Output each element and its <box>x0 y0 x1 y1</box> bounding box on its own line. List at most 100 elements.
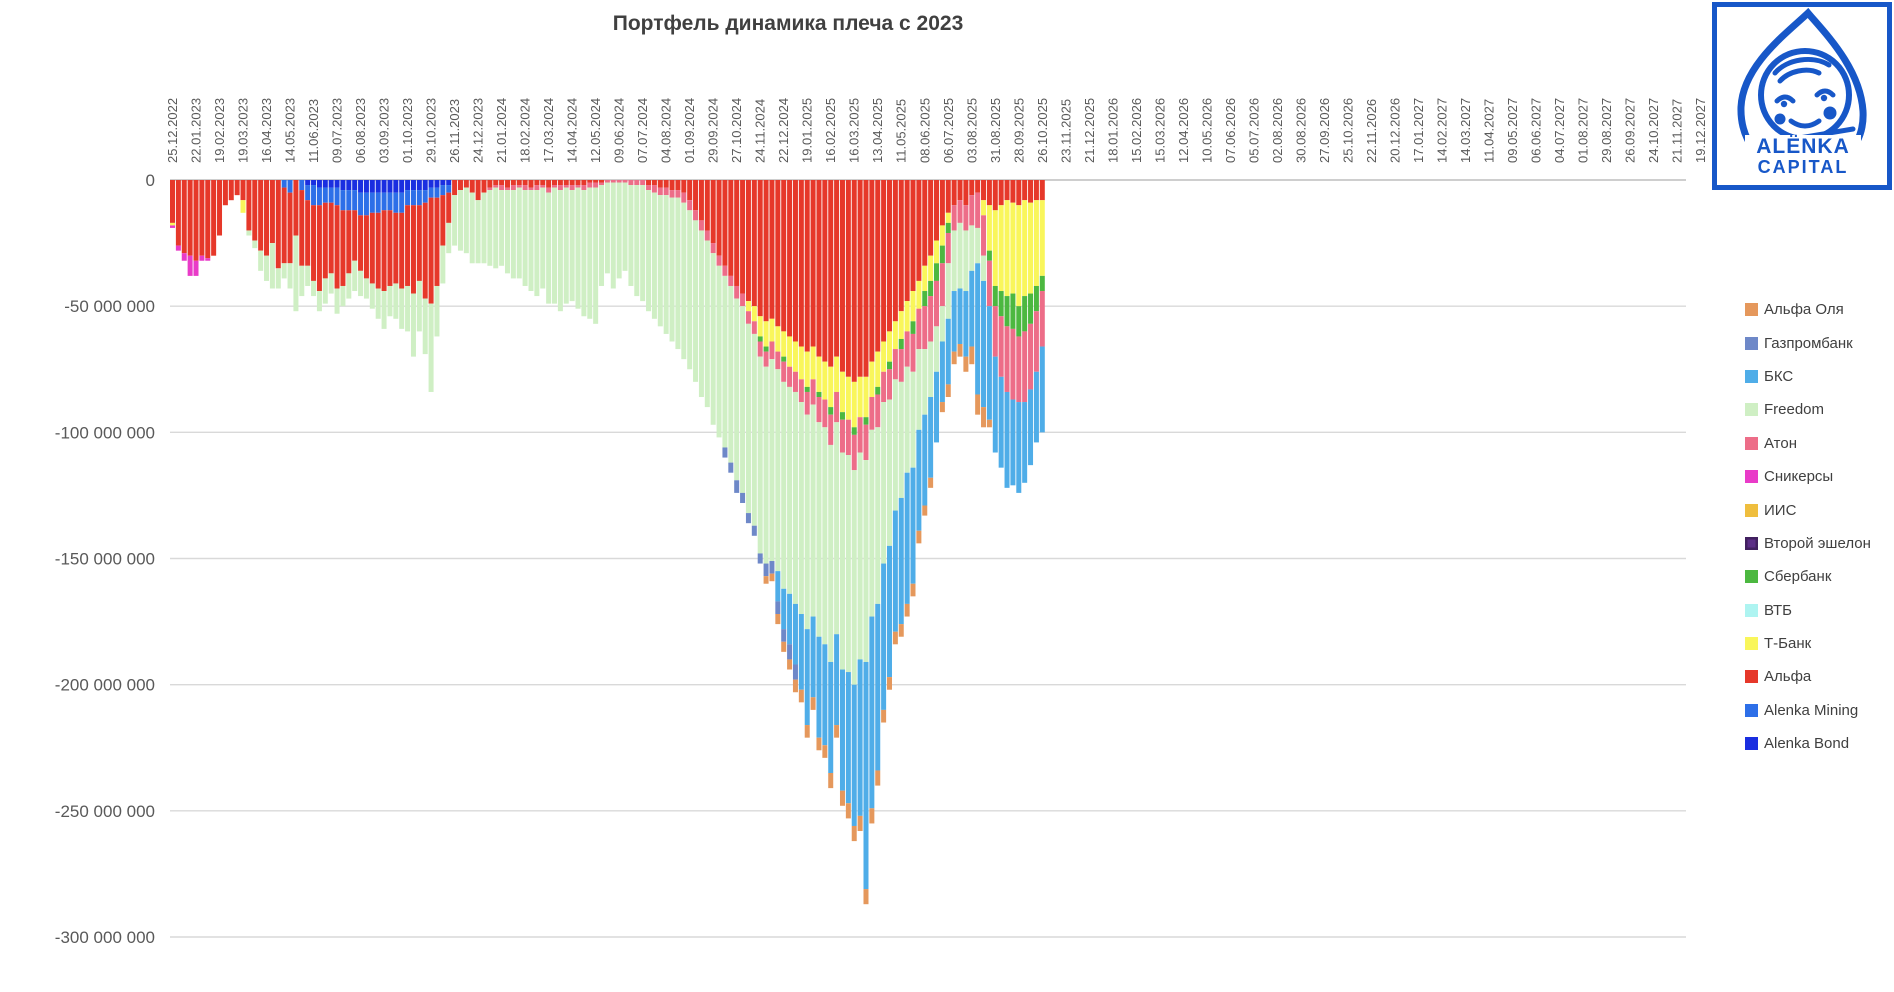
bar-segment-Альфа <box>387 210 393 286</box>
bar-segment-Альфа Оля <box>898 624 904 637</box>
bar-segment-Альфа <box>170 180 175 223</box>
bar-segment-Т-Банк <box>781 331 787 357</box>
x-tick-label: 18.01.2026 <box>1105 98 1120 163</box>
x-tick-label: 01.08.2027 <box>1575 98 1590 163</box>
legend-label: Газпромбанк <box>1764 334 1853 352</box>
bar-segment-Сбербанк <box>992 285 998 307</box>
bar-segment-Alenka Bond <box>381 180 387 193</box>
bar-segment-Альфа <box>939 180 945 226</box>
bar-segment-БКС <box>881 563 887 710</box>
bar-segment-Альфа <box>457 180 463 191</box>
legend-label: Второй эшелон <box>1764 534 1871 552</box>
bar-segment-Атон <box>981 215 987 256</box>
x-tick-label: 24.12.2023 <box>471 98 486 163</box>
bar-segment-Freedom <box>810 404 816 617</box>
bar-segment-Атон <box>704 230 710 241</box>
x-tick-label: 09.06.2024 <box>612 98 627 163</box>
bar-segment-БКС <box>934 371 940 443</box>
bar-segment-Т-Банк <box>863 376 869 418</box>
bar-segment-Freedom <box>575 187 581 309</box>
bar-segment-Атон <box>493 185 499 188</box>
bar-segment-Альфа Оля <box>822 745 828 758</box>
bar-segment-Альфа <box>728 180 734 276</box>
bar-segment-Атон <box>869 397 875 430</box>
x-tick-label: 15.03.2026 <box>1152 98 1167 163</box>
bar-segment-Т-Банк <box>986 205 992 251</box>
bar-segment-Альфа <box>851 180 857 382</box>
bar-segment-Альфа <box>828 180 834 367</box>
bar-segment-Альфа <box>175 180 181 246</box>
bar-segment-Альфа <box>693 180 699 211</box>
x-tick-label: 13.04.2025 <box>870 98 885 163</box>
bar-segment-Альфа <box>428 197 434 304</box>
bar-segment-Freedom <box>369 283 375 309</box>
bar-segment-Альфа <box>1033 180 1039 201</box>
legend-label: Сникерсы <box>1764 468 1834 486</box>
y-tick-label: -300 000 000 <box>55 928 155 947</box>
bar-segment-Alenka Mining <box>387 192 393 211</box>
bar-segment-БКС <box>851 684 857 826</box>
bar-segment-Freedom <box>293 235 299 312</box>
alenka-logo: ALËNKA CAPITAL <box>1712 2 1892 190</box>
bar-segment-Альфа <box>246 180 252 231</box>
bar-segment-Alenka Mining <box>446 185 452 193</box>
bar-segment-Freedom <box>857 452 863 660</box>
bar-segment-Атон <box>781 361 787 382</box>
bar-segment-Альфа <box>975 180 981 193</box>
bar-segment-Т-Банк <box>881 341 887 372</box>
bar-segment-БКС <box>1033 371 1039 443</box>
bar-segment-Freedom <box>834 422 840 635</box>
bar-segment-Alenka Bond <box>446 180 452 186</box>
x-tick-label: 07.06.2026 <box>1223 98 1238 163</box>
bar-segment-Сбербанк <box>851 427 857 435</box>
legend-item: Сбербанк <box>1745 560 1871 593</box>
legend-swatch <box>1745 536 1758 550</box>
bar-segment-Freedom <box>546 192 552 304</box>
bar-segment-Alenka Bond <box>416 180 422 191</box>
bar-segment-Альфа Оля <box>910 583 916 597</box>
bar-segment-Альфа <box>381 210 387 292</box>
bar-segment-Альфа <box>716 180 722 256</box>
bar-segment-Freedom <box>504 190 510 274</box>
bar-segment-Атон <box>851 434 857 471</box>
x-tick-label: 20.12.2026 <box>1387 98 1402 163</box>
bar-segment-Атон <box>604 180 610 183</box>
bar-segment-Freedom <box>540 187 546 289</box>
bar-segment-Альфа <box>1016 180 1022 206</box>
bar-segment-Т-Банк <box>769 318 775 342</box>
bar-segment-Альфа <box>775 180 781 327</box>
bar-segment-Альфа <box>951 180 957 206</box>
x-tick-label: 29.09.2024 <box>706 98 721 163</box>
bar-segment-Альфа <box>563 180 569 186</box>
bar-segment-Альфа Оля <box>981 407 987 428</box>
bar-segment-БКС <box>863 661 869 890</box>
bar-segment-Газпромбанк <box>775 601 781 615</box>
bar-segment-Альфа <box>405 205 411 286</box>
x-tick-label: 09.07.2023 <box>330 98 345 163</box>
bar-segment-Т-Банк <box>787 336 793 367</box>
bar-segment-БКС <box>904 472 910 604</box>
bar-segment-Альфа <box>375 212 381 289</box>
bar-segment-Сбербанк <box>757 336 763 342</box>
bar-segment-БКС <box>845 672 851 804</box>
legend-swatch <box>1745 703 1758 717</box>
bar-segment-Атон <box>839 419 845 453</box>
bar-segment-Freedom <box>264 255 270 281</box>
bar-segment-Freedom <box>340 285 346 307</box>
bar-segment-Freedom <box>781 381 787 589</box>
bar-segment-Freedom <box>675 197 681 350</box>
bar-segment-БКС <box>834 634 840 726</box>
bar-segment-Альфа <box>499 180 505 186</box>
bar-segment-Freedom <box>305 265 311 286</box>
bar-segment-Газпромбанк <box>722 447 728 458</box>
bar-segment-БКС <box>875 603 881 771</box>
bar-segment-Атон <box>1028 323 1034 390</box>
bar-segment-Атон <box>593 182 599 188</box>
bar-segment-Freedom <box>839 452 845 670</box>
bar-segment-БКС <box>1028 389 1034 466</box>
x-tick-label: 16.02.2025 <box>823 98 838 163</box>
bar-segment-Alenka Mining <box>375 192 381 213</box>
bar-segment-Freedom <box>311 280 317 297</box>
bar-segment-Альфа Оля <box>798 689 804 703</box>
bar-segment-Альфа <box>434 197 440 286</box>
